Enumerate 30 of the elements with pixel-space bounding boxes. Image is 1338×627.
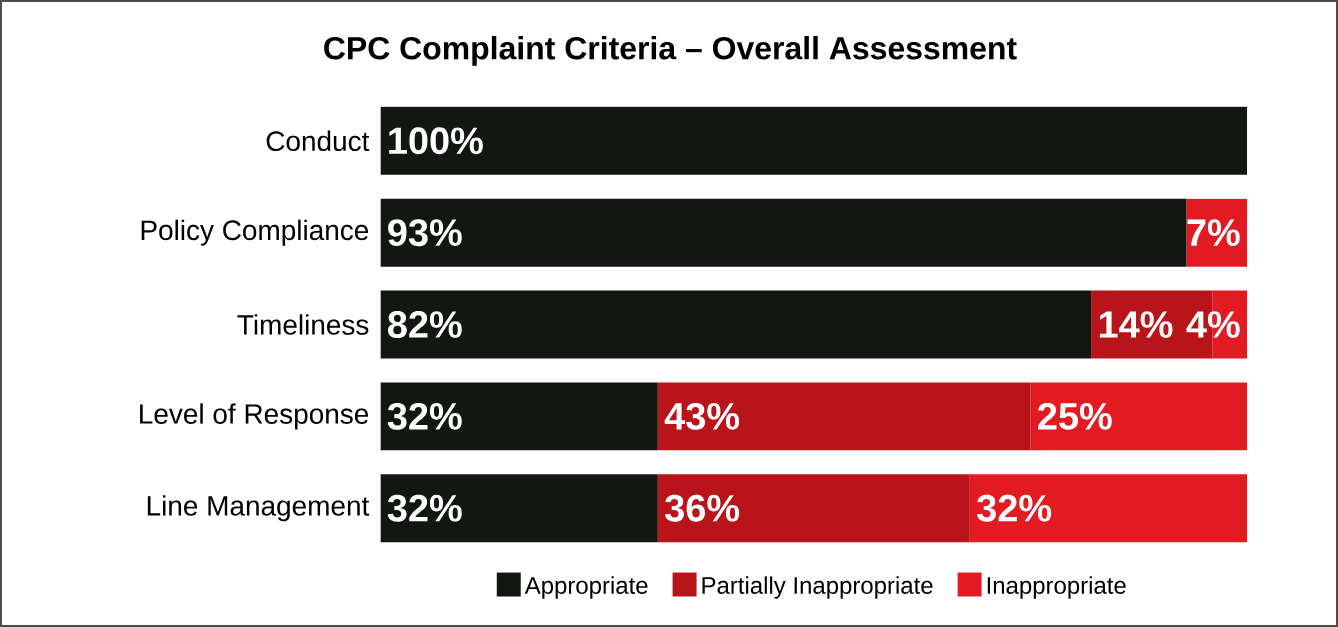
y-tick-label: Line Management xyxy=(147,495,370,522)
legend-label: Appropriate xyxy=(524,576,648,599)
data-label: 36% xyxy=(665,494,740,522)
bar xyxy=(380,106,1248,175)
data-label: 25% xyxy=(1038,402,1112,430)
bar xyxy=(380,474,658,543)
data-label: 32% xyxy=(387,494,462,522)
bar xyxy=(380,290,1092,359)
bar xyxy=(657,382,1031,451)
bar xyxy=(657,474,970,543)
y-tick-label: Timeliness xyxy=(237,314,369,335)
y-tick-label: Policy Compliance xyxy=(141,219,369,246)
chart-title: CPC Complaint Criteria – Overall Assessment xyxy=(324,36,1017,66)
data-label: 32% xyxy=(387,402,462,430)
data-label: 43% xyxy=(664,402,740,430)
data-label: 100% xyxy=(389,127,483,155)
y-tick-label: Level of Response xyxy=(140,403,369,430)
data-label: 4% xyxy=(1186,311,1240,338)
data-label: 14% xyxy=(1099,311,1173,338)
bar xyxy=(380,382,658,451)
legend-label: Inappropriate xyxy=(987,576,1126,599)
bar xyxy=(969,474,1248,543)
data-label: 82% xyxy=(388,311,462,338)
y-tick-label: Conduct xyxy=(266,130,370,152)
data-label: 7% xyxy=(1187,219,1240,246)
data-label: 32% xyxy=(977,494,1052,522)
legend-label: Partially Inappropriate xyxy=(702,576,933,599)
bar xyxy=(1030,382,1248,451)
bar xyxy=(380,198,1187,267)
data-label: 93% xyxy=(388,219,462,247)
